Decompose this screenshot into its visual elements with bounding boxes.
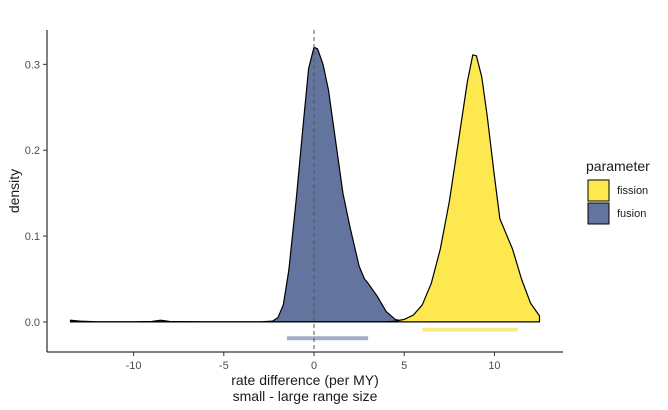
- y-tick-label: 0.1: [25, 231, 40, 243]
- x-axis-title: rate difference (per MY): [231, 372, 379, 388]
- x-axis-subtitle: small - large range size: [233, 388, 378, 404]
- ticks-layer: -10 -5 0 5 10 0.0 0.1 0.2 0.3: [25, 59, 501, 372]
- interval-layer: [286, 327, 518, 341]
- legend-label-fusion: fusion: [617, 208, 646, 220]
- x-tick-label: 10: [488, 360, 500, 372]
- y-tick-label: 0.2: [25, 145, 40, 157]
- y-tick-label: 0.0: [25, 317, 40, 329]
- x-tick-label: 0: [311, 360, 317, 372]
- axes-layer: [46, 30, 563, 353]
- y-axis-title: density: [6, 169, 22, 213]
- legend-title: parameter: [586, 158, 650, 174]
- x-tick-label: -5: [219, 360, 229, 372]
- x-tick-label: -10: [126, 360, 142, 372]
- legend-key-fission: [587, 179, 610, 202]
- density-area-fission: [69, 54, 541, 323]
- legend-key-fusion: [587, 202, 610, 225]
- legend-label-fission: fission: [617, 185, 648, 197]
- legend: parameter fission fusion: [586, 158, 650, 225]
- x-tick-label: 5: [401, 360, 407, 372]
- series-layer: [69, 46, 541, 323]
- y-tick-label: 0.3: [25, 59, 40, 71]
